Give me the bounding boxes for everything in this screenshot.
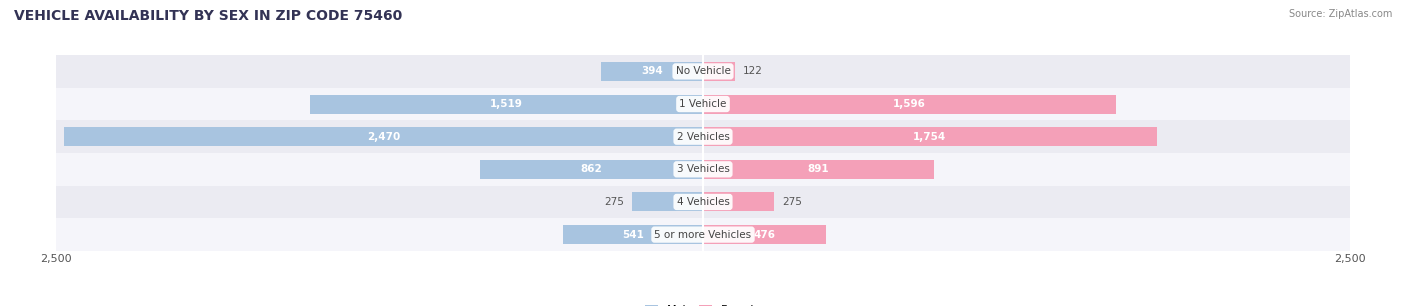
Text: 891: 891 <box>807 164 830 174</box>
Text: 541: 541 <box>621 230 644 240</box>
Text: 862: 862 <box>581 164 602 174</box>
Bar <box>56 55 1350 88</box>
Text: 1 Vehicle: 1 Vehicle <box>679 99 727 109</box>
Text: 122: 122 <box>742 66 762 76</box>
Bar <box>602 62 703 81</box>
Bar <box>703 192 775 211</box>
Bar <box>631 192 703 211</box>
Bar <box>56 186 1350 218</box>
Text: No Vehicle: No Vehicle <box>675 66 731 76</box>
Text: 3 Vehicles: 3 Vehicles <box>676 164 730 174</box>
Text: 1,596: 1,596 <box>893 99 927 109</box>
Bar <box>56 218 1350 251</box>
Text: 1,519: 1,519 <box>491 99 523 109</box>
Bar <box>703 95 1116 114</box>
Bar <box>65 127 703 146</box>
Bar <box>703 127 1157 146</box>
Text: Source: ZipAtlas.com: Source: ZipAtlas.com <box>1288 9 1392 19</box>
Bar <box>703 160 934 179</box>
Bar <box>479 160 703 179</box>
Bar <box>311 95 703 114</box>
Text: 394: 394 <box>641 66 662 76</box>
Bar <box>703 225 827 244</box>
Text: VEHICLE AVAILABILITY BY SEX IN ZIP CODE 75460: VEHICLE AVAILABILITY BY SEX IN ZIP CODE … <box>14 9 402 23</box>
Legend: Male, Female: Male, Female <box>640 300 766 306</box>
Bar <box>562 225 703 244</box>
Bar <box>56 88 1350 120</box>
Bar <box>703 62 734 81</box>
Text: 4 Vehicles: 4 Vehicles <box>676 197 730 207</box>
Text: 275: 275 <box>605 197 624 207</box>
Text: 5 or more Vehicles: 5 or more Vehicles <box>654 230 752 240</box>
Text: 2 Vehicles: 2 Vehicles <box>676 132 730 142</box>
Text: 476: 476 <box>754 230 776 240</box>
Text: 1,754: 1,754 <box>914 132 946 142</box>
Text: 2,470: 2,470 <box>367 132 401 142</box>
Text: 275: 275 <box>782 197 801 207</box>
Bar <box>56 120 1350 153</box>
Bar <box>56 153 1350 186</box>
